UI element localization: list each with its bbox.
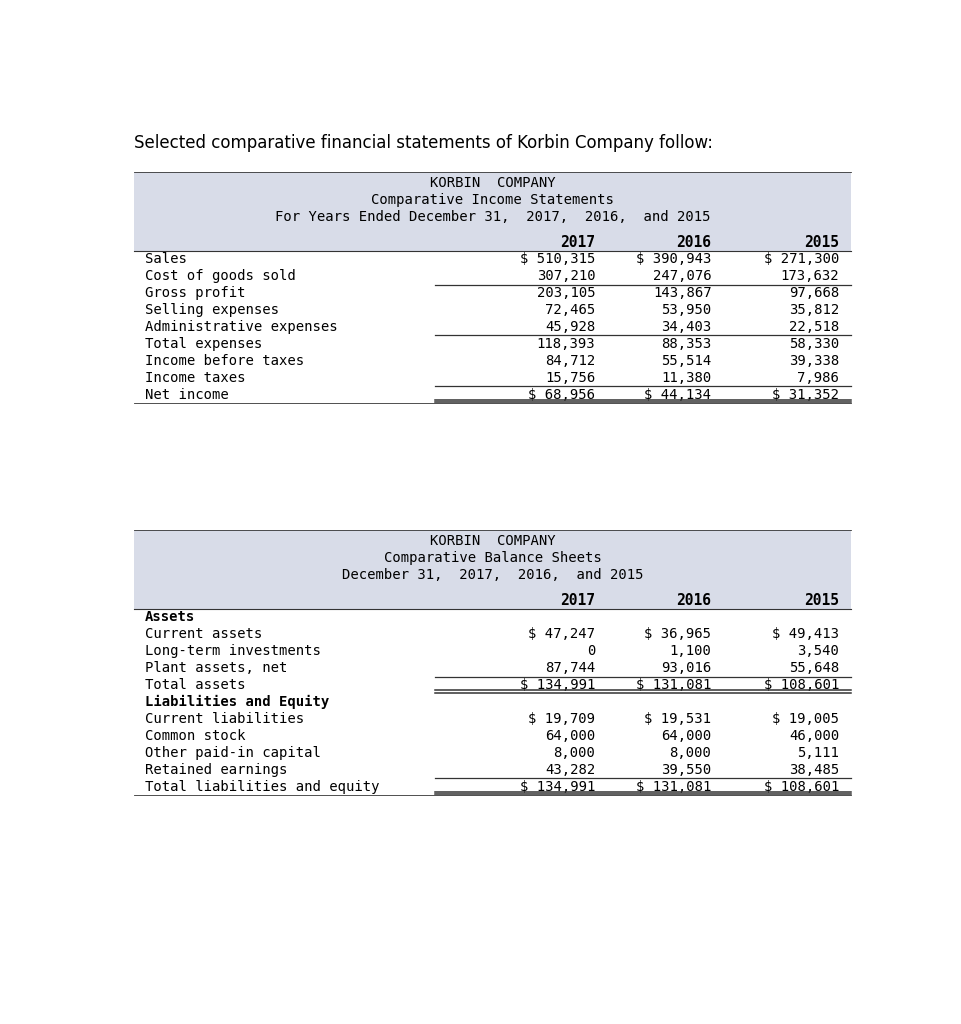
Text: 2017: 2017 <box>560 234 595 250</box>
Text: Gross profit: Gross profit <box>145 286 245 300</box>
Text: $ 68,956: $ 68,956 <box>529 388 595 401</box>
Text: 45,928: 45,928 <box>545 319 595 334</box>
Text: 64,000: 64,000 <box>545 729 595 742</box>
Text: $ 108,601: $ 108,601 <box>764 678 839 692</box>
Text: 43,282: 43,282 <box>545 763 595 776</box>
Text: 97,668: 97,668 <box>789 286 839 300</box>
Text: $ 134,991: $ 134,991 <box>520 779 595 794</box>
Text: 2016: 2016 <box>677 593 711 608</box>
Text: $ 271,300: $ 271,300 <box>764 252 839 266</box>
Text: Plant assets, net: Plant assets, net <box>145 662 287 675</box>
Text: Current liabilities: Current liabilities <box>145 712 304 726</box>
Text: 64,000: 64,000 <box>661 729 711 742</box>
Text: 1,100: 1,100 <box>670 644 711 658</box>
Text: 11,380: 11,380 <box>661 371 711 385</box>
Text: Selling expenses: Selling expenses <box>145 303 279 317</box>
Bar <box>135 608 850 795</box>
Text: Current assets: Current assets <box>145 627 262 641</box>
Text: 203,105: 203,105 <box>536 286 595 300</box>
Text: 58,330: 58,330 <box>789 337 839 351</box>
Text: Selected comparative financial statements of Korbin Company follow:: Selected comparative financial statement… <box>135 134 713 152</box>
Text: 2017: 2017 <box>560 593 595 608</box>
Text: 34,403: 34,403 <box>661 319 711 334</box>
Text: Sales: Sales <box>145 252 186 266</box>
Bar <box>135 233 850 251</box>
Text: 55,648: 55,648 <box>789 662 839 675</box>
Text: 173,632: 173,632 <box>780 269 839 283</box>
Text: 118,393: 118,393 <box>536 337 595 351</box>
Text: $ 19,709: $ 19,709 <box>529 712 595 726</box>
Text: 8,000: 8,000 <box>670 745 711 760</box>
Text: Other paid-in capital: Other paid-in capital <box>145 745 321 760</box>
Text: Comparative Income Statements: Comparative Income Statements <box>371 193 614 207</box>
Text: KORBIN  COMPANY: KORBIN COMPANY <box>430 176 555 189</box>
Text: 307,210: 307,210 <box>536 269 595 283</box>
Text: For Years Ended December 31,  2017,  2016,  and 2015: For Years Ended December 31, 2017, 2016,… <box>275 210 710 224</box>
Text: $ 19,531: $ 19,531 <box>645 712 711 726</box>
Text: Retained earnings: Retained earnings <box>145 763 287 776</box>
Text: Assets: Assets <box>145 610 195 625</box>
Text: $ 19,005: $ 19,005 <box>773 712 839 726</box>
Text: 39,338: 39,338 <box>789 354 839 368</box>
Text: $ 49,413: $ 49,413 <box>773 627 839 641</box>
Text: $ 44,134: $ 44,134 <box>645 388 711 401</box>
Text: Total expenses: Total expenses <box>145 337 262 351</box>
Text: 0: 0 <box>587 644 595 658</box>
Text: 5,111: 5,111 <box>798 745 839 760</box>
Text: $ 47,247: $ 47,247 <box>529 627 595 641</box>
Text: 2016: 2016 <box>677 234 711 250</box>
Text: 2015: 2015 <box>804 593 839 608</box>
Text: 247,076: 247,076 <box>653 269 711 283</box>
Text: $ 31,352: $ 31,352 <box>773 388 839 401</box>
Text: Income before taxes: Income before taxes <box>145 354 304 368</box>
Text: 143,867: 143,867 <box>653 286 711 300</box>
Text: $ 131,081: $ 131,081 <box>636 678 711 692</box>
Bar <box>135 172 850 233</box>
Text: Income taxes: Income taxes <box>145 371 245 385</box>
Text: 93,016: 93,016 <box>661 662 711 675</box>
Text: 39,550: 39,550 <box>661 763 711 776</box>
Text: Comparative Balance Sheets: Comparative Balance Sheets <box>383 551 602 565</box>
Text: 53,950: 53,950 <box>661 303 711 317</box>
Text: Liabilities and Equity: Liabilities and Equity <box>145 695 330 709</box>
Text: Net income: Net income <box>145 388 229 401</box>
Text: 22,518: 22,518 <box>789 319 839 334</box>
Text: 35,812: 35,812 <box>789 303 839 317</box>
Text: $ 36,965: $ 36,965 <box>645 627 711 641</box>
Text: $ 131,081: $ 131,081 <box>636 779 711 794</box>
Text: 88,353: 88,353 <box>661 337 711 351</box>
Text: 15,756: 15,756 <box>545 371 595 385</box>
Text: Long-term investments: Long-term investments <box>145 644 321 658</box>
Text: Total liabilities and equity: Total liabilities and equity <box>145 779 380 794</box>
Bar <box>135 592 850 608</box>
Text: 7,986: 7,986 <box>798 371 839 385</box>
Text: 8,000: 8,000 <box>554 745 595 760</box>
Text: $ 108,601: $ 108,601 <box>764 779 839 794</box>
Text: Cost of goods sold: Cost of goods sold <box>145 269 296 283</box>
Text: 3,540: 3,540 <box>798 644 839 658</box>
Text: $ 390,943: $ 390,943 <box>636 252 711 266</box>
Bar <box>135 530 850 592</box>
Text: 55,514: 55,514 <box>661 354 711 368</box>
Text: 84,712: 84,712 <box>545 354 595 368</box>
Text: 72,465: 72,465 <box>545 303 595 317</box>
Bar <box>135 251 850 403</box>
Text: 38,485: 38,485 <box>789 763 839 776</box>
Text: 46,000: 46,000 <box>789 729 839 742</box>
Text: 87,744: 87,744 <box>545 662 595 675</box>
Text: 2015: 2015 <box>804 234 839 250</box>
Text: Total assets: Total assets <box>145 678 245 692</box>
Text: KORBIN  COMPANY: KORBIN COMPANY <box>430 534 555 548</box>
Text: Common stock: Common stock <box>145 729 245 742</box>
Text: $ 134,991: $ 134,991 <box>520 678 595 692</box>
Text: December 31,  2017,  2016,  and 2015: December 31, 2017, 2016, and 2015 <box>342 568 643 582</box>
Text: Administrative expenses: Administrative expenses <box>145 319 337 334</box>
Text: $ 510,315: $ 510,315 <box>520 252 595 266</box>
